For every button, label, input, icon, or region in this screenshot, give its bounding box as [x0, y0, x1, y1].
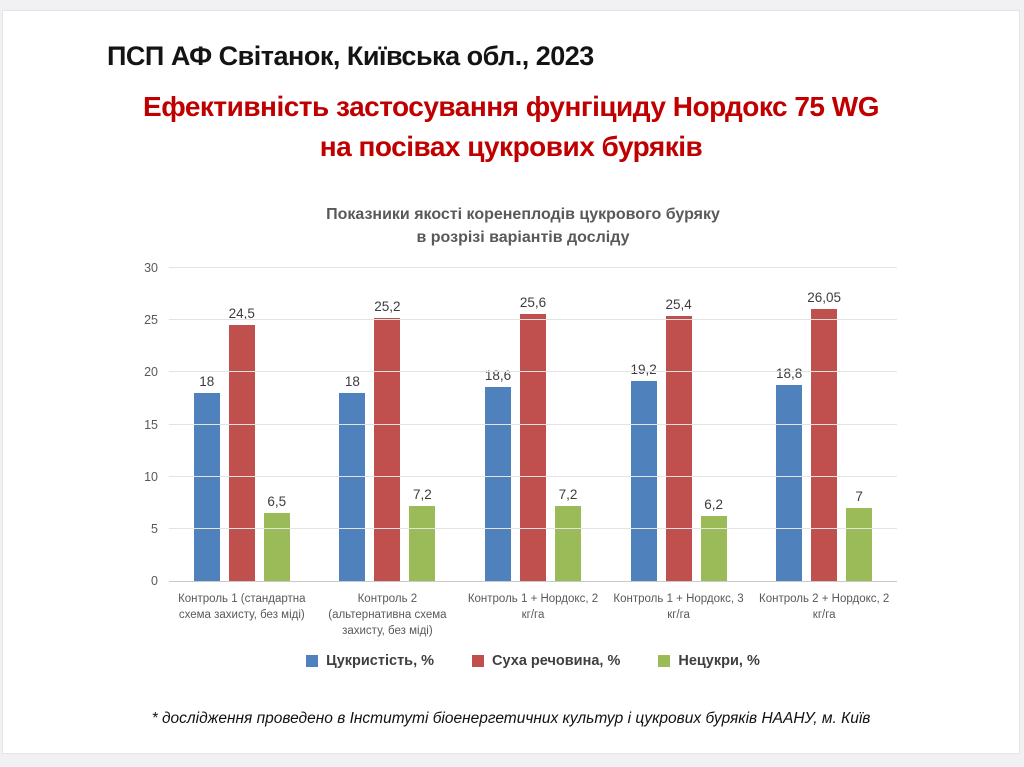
bar-group: 18 24,5 6,5: [169, 268, 315, 581]
bar-value-label: 24,5: [228, 306, 255, 322]
chart-title-line1: Показники якості коренеплодів цукрового …: [326, 206, 720, 223]
bar-series2-group1: 24,5: [229, 306, 255, 581]
bar-value-label: 25,6: [519, 294, 547, 310]
gridline: [169, 267, 897, 268]
legend-label: Нецукри, %: [678, 653, 760, 669]
gridline: [169, 527, 897, 529]
bar-value-label: 18,8: [776, 365, 803, 381]
chart-plot-area: 18 24,5 6,5 18 25,2 7,2 18,6 25,6 7,2 19,2 25,4 6,2…: [144, 261, 897, 588]
bar-series3-group1: 6,5: [263, 494, 290, 581]
y-tick-label: 15: [144, 417, 158, 432]
legend-swatch-icon: [306, 655, 319, 667]
x-category-label: Контроль 1 + Нордокс, 3 кг/га: [613, 593, 744, 621]
y-tick-label: 5: [151, 521, 158, 536]
main-title-line2: на посівах цукрових буряків: [319, 131, 703, 162]
bar-value-label: 7,2: [413, 486, 432, 502]
y-tick-label: 30: [144, 261, 158, 275]
bar-series2-group3: 25,6: [520, 295, 546, 581]
bar-series3-group4: 6,2: [700, 497, 727, 581]
gridline: [169, 371, 897, 373]
bar-value-label: 18: [199, 374, 215, 390]
legend-label: Цукристість, %: [326, 653, 435, 669]
gridline: [169, 423, 897, 425]
bar-chart: 18 24,5 6,5 18 25,2 7,2 18,6 25,6 7,2 19,2 25,4 6,2…: [139, 261, 905, 669]
legend-swatch-icon: [658, 655, 671, 667]
bar-value-label: 25,4: [665, 297, 692, 312]
bar-value-label: 26,05: [807, 290, 842, 306]
legend-item: Цукристість, %: [306, 653, 434, 669]
bar-value-label: 7: [855, 488, 863, 504]
x-category-label: Контроль 2 + Нордокс, 2 кг/га: [759, 593, 890, 621]
x-category-label: Контроль 1 (стандартна схема захисту, бе…: [178, 593, 306, 621]
y-tick-label: 20: [144, 365, 158, 380]
y-tick-label: 25: [144, 313, 158, 328]
bar-series1-group5: 18,8: [776, 366, 802, 581]
bar-group: 18 25,2 7,2: [315, 268, 461, 581]
bar-series1-group4: 19,2: [630, 362, 657, 581]
legend-label: Суха речовина, %: [492, 653, 621, 669]
chart-title-line2: в розрізі варіантів досліду: [416, 229, 630, 246]
x-axis-labels: Контроль 1 (стандартна схема захисту, бе…: [169, 591, 897, 639]
bar-series2-group5: 26,05: [807, 290, 841, 581]
chart-legend: Цукристість, % Суха речовина, % Нецукри, %: [169, 653, 897, 669]
bar-group: 18,6 25,6 7,2: [460, 268, 606, 581]
chart-title: Показники якості коренеплодів цукрового …: [133, 203, 913, 249]
bar-series2-group2: 25,2: [374, 299, 401, 581]
bar-groups: 18 24,5 6,5 18 25,2 7,2 18,6 25,6 7,2 19,2 25,4 6,2…: [169, 268, 897, 581]
slide-footnote: * дослідження проведено в Інституті біое…: [151, 710, 871, 727]
main-title-line1: Ефективність застосування фунгіциду Норд…: [143, 91, 879, 122]
bar-series1-group3: 18,6: [485, 368, 511, 581]
legend-swatch-icon: [472, 655, 485, 667]
x-category-label: Контроль 1 + Нордокс, 2 кг/га: [467, 593, 599, 621]
y-tick-label: 0: [151, 574, 158, 588]
bar-value-label: 19,2: [630, 361, 657, 377]
bar-group: 19,2 25,4 6,2: [606, 268, 752, 581]
bar-value-label: 6,2: [704, 497, 723, 513]
bar-value-label: 7,2: [558, 486, 578, 502]
bar-value-label: 6,5: [267, 494, 287, 510]
slide-top-title: ПСП АФ Світанок, Київська обл., 2023: [107, 41, 594, 71]
bar-series1-group2: 18: [339, 374, 366, 581]
bar-value-label: 18: [344, 374, 360, 390]
bar-value-label: 25,2: [374, 299, 401, 315]
y-tick-label: 10: [144, 469, 158, 484]
legend-item: Суха речовина, %: [472, 653, 620, 669]
bar-series1-group1: 18: [193, 374, 220, 581]
bar-group: 18,8 26,05 7: [751, 268, 897, 581]
x-category-label: Контроль 2 (альтернативна схема захисту,…: [328, 593, 447, 637]
presentation-slide: ПСП АФ Світанок, Київська обл., 2023 Ефе…: [2, 10, 1020, 754]
gridline: [169, 475, 897, 477]
bar-series3-group5: 7: [846, 489, 873, 581]
gridline: [169, 319, 897, 321]
bar-series3-group3: 7,2: [554, 487, 581, 581]
bar-series3-group2: 7,2: [409, 487, 436, 581]
bar-series2-group4: 25,4: [665, 297, 692, 581]
legend-item: Нецукри, %: [658, 653, 760, 669]
slide-main-title: Ефективність застосування фунгіциду Норд…: [3, 87, 1019, 167]
bar-value-label: 18,6: [484, 367, 512, 383]
